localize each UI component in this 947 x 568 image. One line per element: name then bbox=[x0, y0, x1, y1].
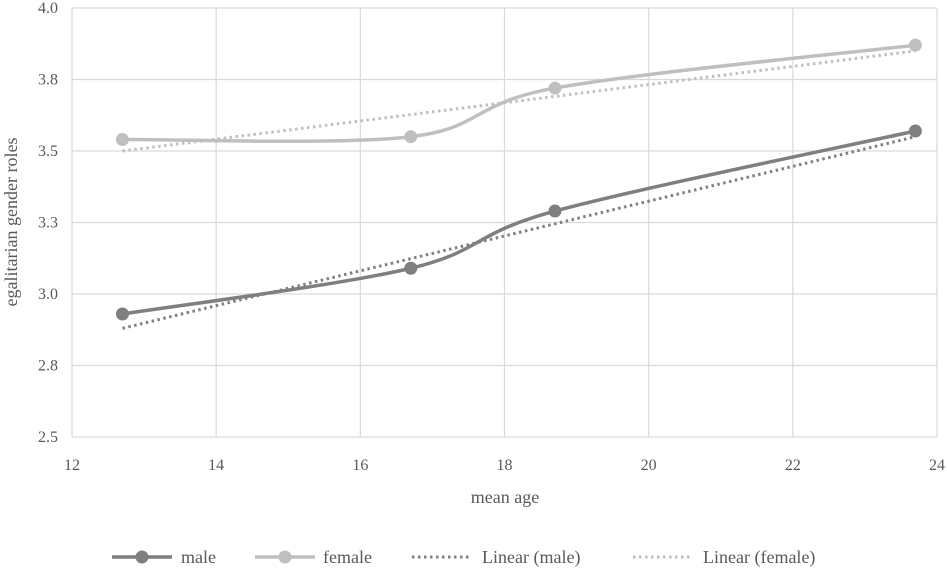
y-tick-label: 4.0 bbox=[38, 0, 58, 17]
legend-label-male: male bbox=[181, 547, 216, 567]
x-tick-label: 16 bbox=[352, 457, 368, 474]
data-point-male bbox=[404, 261, 418, 275]
x-tick-label: 18 bbox=[497, 457, 513, 474]
legend-marker-male bbox=[135, 550, 149, 564]
y-tick-label: 3.8 bbox=[38, 72, 58, 89]
y-tick-label: 3.0 bbox=[38, 286, 58, 303]
data-point-male bbox=[548, 204, 562, 218]
y-tick-label: 3.3 bbox=[38, 215, 58, 232]
series-line-linear-male bbox=[122, 135, 916, 330]
data-point-female bbox=[115, 133, 129, 147]
data-point-male bbox=[908, 124, 922, 138]
series-layer bbox=[115, 38, 922, 330]
y-axis-title: egalitarian gender roles bbox=[1, 138, 21, 307]
gridlines bbox=[71, 7, 938, 438]
y-tick-label: 2.5 bbox=[38, 429, 58, 446]
legend-label-linear-male: Linear (male) bbox=[482, 547, 580, 568]
data-point-female bbox=[404, 130, 418, 144]
x-tick-label: 24 bbox=[929, 457, 945, 474]
y-tick-label: 2.8 bbox=[38, 358, 58, 375]
x-tick-label: 12 bbox=[64, 457, 80, 474]
y-tick-label: 3.5 bbox=[38, 143, 58, 160]
tick-labels: 2.5 2.8 3.0 3.3 3.5 3.8 4.0 12 14 16 18 20 22 24 bbox=[38, 0, 945, 474]
data-point-male bbox=[115, 307, 129, 321]
series-line-female bbox=[120, 43, 918, 144]
x-tick-label: 20 bbox=[641, 457, 657, 474]
legend-label-female: female bbox=[323, 547, 372, 567]
legend: male female Linear (male) Linear (female) bbox=[112, 547, 815, 568]
data-point-female bbox=[548, 81, 562, 95]
legend-marker-female bbox=[278, 550, 292, 564]
series-line-linear-female bbox=[122, 49, 916, 153]
x-axis-title: mean age bbox=[471, 487, 539, 507]
series-line-male bbox=[120, 129, 918, 316]
x-tick-label: 14 bbox=[208, 457, 224, 474]
data-point-female bbox=[908, 38, 922, 52]
x-tick-label: 22 bbox=[785, 457, 801, 474]
legend-label-linear-female: Linear (female) bbox=[703, 547, 815, 568]
